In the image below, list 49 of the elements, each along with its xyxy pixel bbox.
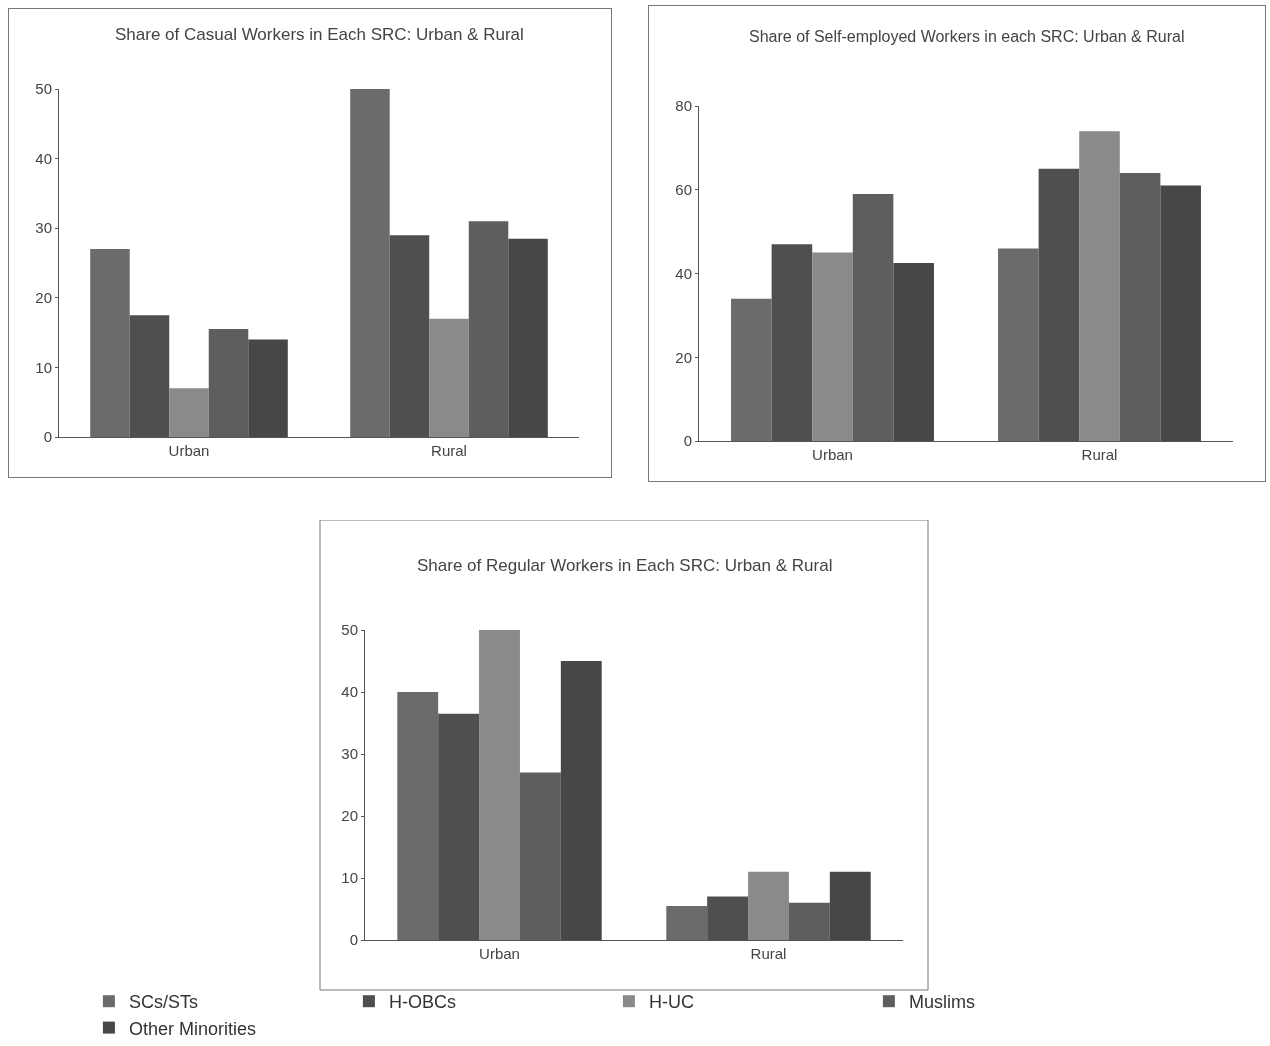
bar bbox=[479, 630, 520, 940]
bar bbox=[748, 871, 789, 940]
chart-title: Share of Regular Workers in Each SRC: Urban & Rural bbox=[417, 556, 833, 575]
y-tick-label: 0 bbox=[683, 432, 692, 450]
bar bbox=[893, 263, 934, 441]
bar bbox=[1160, 185, 1201, 441]
bar bbox=[397, 692, 439, 940]
y-tick-label: 50 bbox=[341, 621, 358, 639]
legend-label: SCs/STs bbox=[128, 992, 198, 1013]
x-tick-label: Urban bbox=[812, 446, 853, 463]
x-tick-label: Rural bbox=[431, 442, 467, 459]
y-tick-label: 40 bbox=[675, 264, 692, 282]
y-tick-label: 30 bbox=[341, 745, 358, 763]
x-tick-label: Urban bbox=[479, 945, 520, 962]
y-tick-label: 10 bbox=[341, 869, 358, 887]
x-tick-label: Rural bbox=[750, 945, 787, 962]
y-tick-label: 0 bbox=[349, 931, 358, 949]
bar bbox=[350, 89, 390, 437]
y-tick-label: 30 bbox=[35, 219, 52, 237]
y-tick-label: 40 bbox=[341, 683, 358, 701]
bar bbox=[731, 298, 772, 441]
bar bbox=[169, 388, 209, 437]
legend-label: Other Minorities bbox=[128, 1018, 256, 1039]
x-tick-label: Rural bbox=[1081, 446, 1118, 463]
y-tick-label: 40 bbox=[35, 149, 52, 167]
bar bbox=[429, 318, 469, 437]
bar bbox=[248, 339, 288, 437]
x-tick-label: Urban bbox=[168, 442, 210, 459]
bar bbox=[666, 905, 708, 940]
bar bbox=[812, 252, 853, 441]
bar bbox=[998, 248, 1039, 441]
y-tick-label: 80 bbox=[675, 97, 692, 115]
y-tick-label: 20 bbox=[35, 289, 52, 307]
legend-label: Muslims bbox=[908, 992, 975, 1013]
y-tick-label: 50 bbox=[35, 80, 52, 98]
bar bbox=[560, 661, 602, 940]
y-tick-label: 20 bbox=[675, 348, 692, 366]
bar bbox=[1079, 131, 1120, 441]
y-tick-label: 20 bbox=[341, 807, 358, 825]
y-tick-label: 10 bbox=[35, 358, 52, 376]
chart-title: Share of Casual Workers in Each SRC: Urban & Rural bbox=[115, 25, 524, 44]
legend-label: H-UC bbox=[648, 992, 694, 1013]
legend-label: H-OBCs bbox=[388, 992, 456, 1013]
chart-title: Share of Self-employed Workers in each SRC: Urban & Rural bbox=[749, 28, 1185, 45]
bar bbox=[90, 249, 130, 437]
bar bbox=[508, 238, 548, 437]
y-tick-label: 60 bbox=[675, 181, 692, 198]
y-tick-label: 0 bbox=[43, 428, 52, 446]
bar bbox=[829, 871, 871, 940]
